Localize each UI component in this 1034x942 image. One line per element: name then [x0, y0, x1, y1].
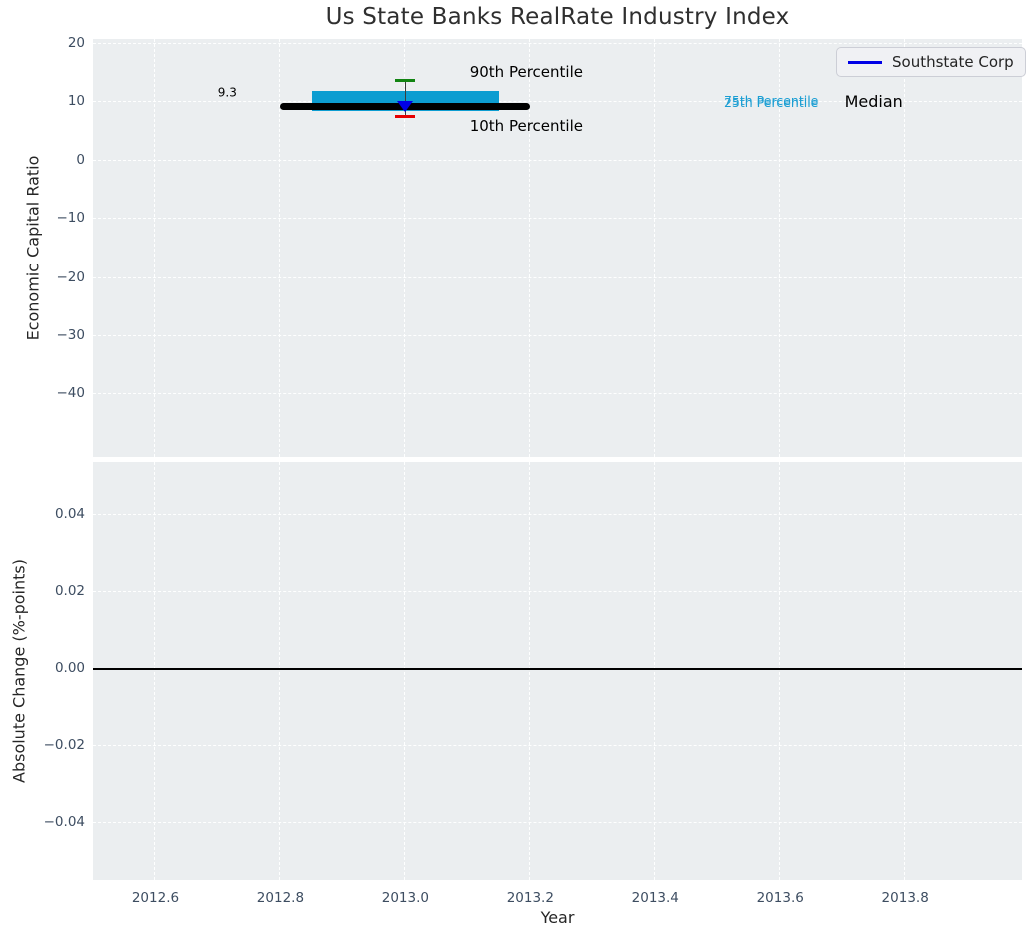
- legend: Southstate Corp: [836, 47, 1026, 77]
- y-tick-label: −20: [56, 268, 86, 285]
- y-tick-label: −0.02: [43, 736, 85, 753]
- x-tick-label: 2012.6: [131, 890, 180, 906]
- y-tick-label: 0.04: [54, 505, 85, 522]
- gridline-horizontal: [93, 42, 1022, 44]
- gridline-vertical: [654, 39, 656, 457]
- y-tick-label: 0: [76, 151, 85, 168]
- zero-line: [93, 668, 1022, 670]
- gridline-vertical: [654, 462, 656, 880]
- gridline-vertical: [154, 39, 156, 457]
- gridline-horizontal: [93, 513, 1022, 515]
- legend-label: Southstate Corp: [892, 53, 1014, 71]
- y-tick-label: −30: [56, 326, 86, 343]
- annotation: 25th Percentile: [723, 94, 819, 110]
- gridline-vertical: [779, 462, 781, 880]
- gridline-vertical: [279, 462, 281, 880]
- x-tick-label: 2013.8: [881, 890, 929, 906]
- gridline-horizontal: [93, 218, 1022, 220]
- gridline-horizontal: [93, 159, 1022, 161]
- chart-title: Us State Banks RealRate Industry Index: [325, 4, 790, 30]
- top-plot-area: [93, 39, 1022, 457]
- gridline-vertical: [904, 39, 906, 457]
- gridline-vertical: [404, 39, 406, 457]
- annotation: 10th Percentile: [469, 116, 583, 135]
- y-tick-label: −40: [56, 385, 86, 402]
- gridline-horizontal: [93, 334, 1022, 336]
- annotation: 75th Percentile: [723, 92, 819, 108]
- gridline-vertical: [154, 462, 156, 880]
- y-axis-label-top: Economic Capital Ratio: [23, 155, 43, 341]
- company-marker: [397, 100, 414, 112]
- gridline-horizontal: [93, 744, 1022, 746]
- y-tick-label: 10: [67, 93, 85, 110]
- gridline-vertical: [279, 39, 281, 457]
- y-tick-label: −0.04: [43, 813, 85, 830]
- gridline-vertical: [529, 462, 531, 880]
- bottom-plot-area: [93, 462, 1022, 880]
- p10-whisker-cap: [395, 115, 416, 119]
- x-tick-label: 2013.6: [756, 890, 804, 906]
- gridline-horizontal: [93, 821, 1022, 823]
- gridline-vertical: [779, 39, 781, 457]
- gridline-vertical: [904, 462, 906, 880]
- y-tick-label: 20: [67, 34, 85, 51]
- gridline-horizontal: [93, 101, 1022, 103]
- y-tick-label: −10: [56, 210, 86, 227]
- x-tick-label: 2013.0: [381, 890, 429, 906]
- gridline-horizontal: [93, 276, 1022, 278]
- whisker-line: [404, 80, 407, 117]
- gridline-vertical: [404, 462, 406, 880]
- y-tick-label: 0.02: [54, 582, 85, 599]
- annotation: Median: [844, 92, 903, 112]
- gridline-vertical: [529, 39, 531, 457]
- legend-line-icon: [848, 60, 882, 64]
- gridline-horizontal: [93, 590, 1022, 592]
- annotation: 9.3: [217, 85, 237, 100]
- x-tick-label: 2013.2: [506, 890, 554, 906]
- x-tick-label: 2012.8: [256, 890, 305, 906]
- y-tick-label: 0.00: [54, 659, 85, 676]
- x-tick-label: 2013.4: [631, 890, 679, 906]
- p90-whisker-cap: [395, 79, 416, 82]
- annotation: 90th Percentile: [469, 63, 583, 82]
- gridline-horizontal: [93, 393, 1022, 395]
- x-axis-label: Year: [540, 908, 575, 927]
